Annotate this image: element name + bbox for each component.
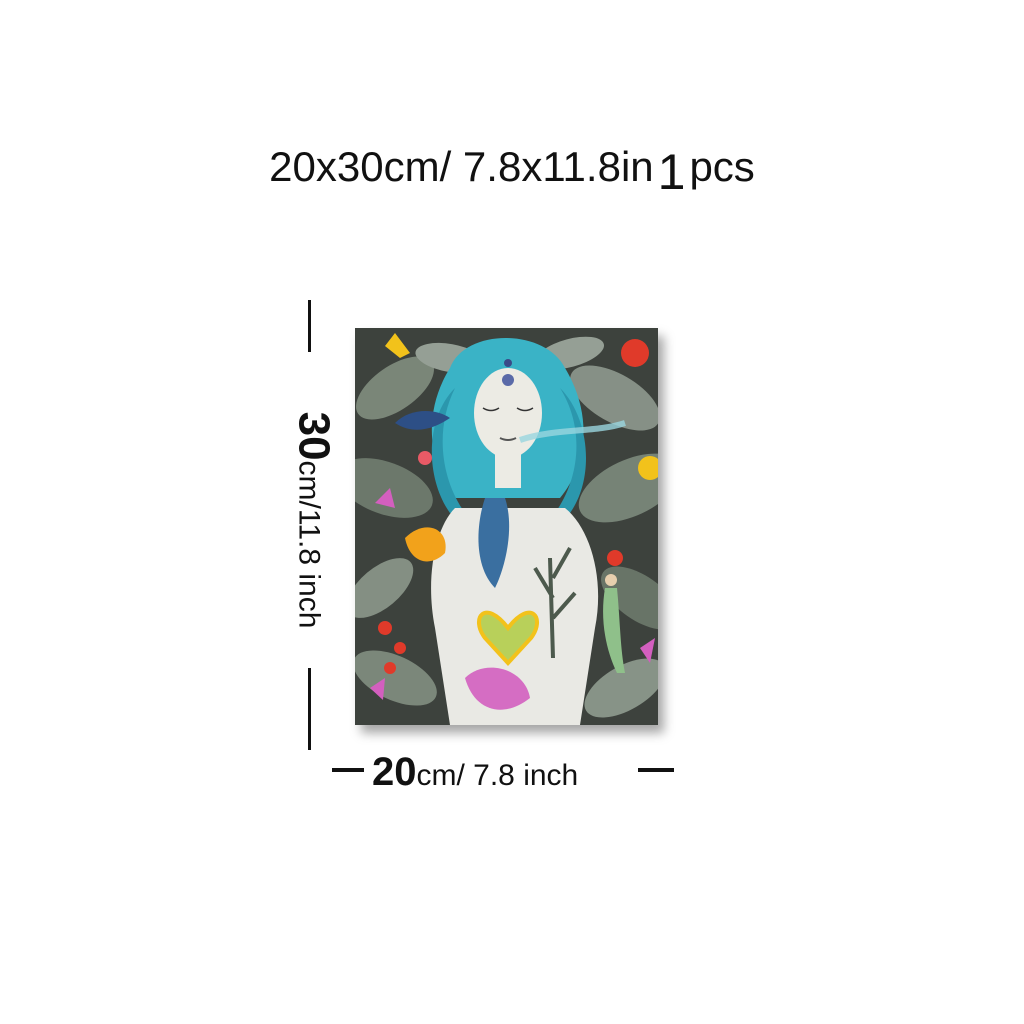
width-dimension-line-left xyxy=(332,768,364,772)
figure-body xyxy=(431,508,599,725)
size-text: 20x30cm/ 7.8x11.8in xyxy=(269,143,654,190)
height-dimension-line-bottom xyxy=(308,668,311,750)
height-value: 30 xyxy=(289,411,339,461)
height-dimension-line-top xyxy=(308,300,311,352)
blue-bird xyxy=(478,498,510,588)
canvas-print xyxy=(355,328,658,725)
piece-count: 1 xyxy=(657,144,686,200)
yellow-flower xyxy=(385,333,410,358)
artwork-illustration xyxy=(355,328,658,725)
tree xyxy=(533,547,577,659)
width-unit: cm/ 7.8 inch xyxy=(416,759,579,792)
width-dimension-label: 20cm/ 7.8 inch xyxy=(372,752,578,796)
pink-fish xyxy=(465,667,530,710)
width-dimension-line-right xyxy=(638,768,674,772)
height-unit: cm/11.8 inch xyxy=(292,460,326,629)
red-flower xyxy=(621,339,649,367)
height-dimension-label: 30cm/11.8 inch xyxy=(289,412,339,629)
size-title: 20x30cm/ 7.8x11.8in1pcs xyxy=(0,136,1024,200)
width-value: 20 xyxy=(372,750,417,794)
piece-unit: pcs xyxy=(689,143,755,190)
heart xyxy=(477,610,539,666)
mermaid xyxy=(603,588,625,673)
